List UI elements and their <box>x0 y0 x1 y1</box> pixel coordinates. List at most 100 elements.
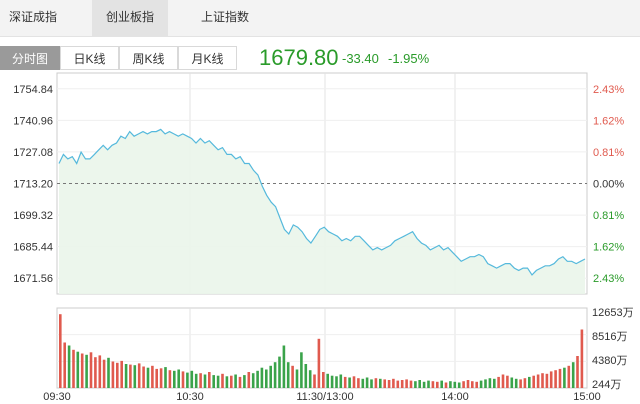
volume-bar <box>383 379 386 388</box>
volume-bar <box>300 352 303 388</box>
volume-tick-label: 244万 <box>592 379 621 391</box>
volume-bar <box>343 376 347 388</box>
volume-bar <box>523 378 527 388</box>
tab-sse-composite[interactable]: 上证指数 <box>200 10 249 24</box>
volume-bar <box>541 373 544 388</box>
volume-bar <box>405 379 408 388</box>
time-tick-label: 10:30 <box>176 391 204 403</box>
volume-bar <box>190 370 194 388</box>
volume-bar <box>571 362 575 388</box>
volume-bar <box>243 375 246 388</box>
volume-bar <box>374 378 378 388</box>
tab-chinext[interactable]: 创业板指 <box>92 0 168 36</box>
tab-szse-component[interactable]: 深证成指 <box>8 10 57 24</box>
time-axis-labels: 09:30 10:30 11:30/13:00 14:00 15:00 <box>43 391 601 403</box>
volume-bar <box>576 356 579 388</box>
volume-bar <box>313 374 316 388</box>
tab-intraday[interactable]: 分时图 <box>0 46 60 70</box>
volume-bar <box>493 378 496 388</box>
volume-bar <box>580 329 584 388</box>
volume-bar <box>361 378 365 388</box>
time-tick-label: 09:30 <box>43 391 71 403</box>
volume-bar <box>519 379 522 388</box>
price-line <box>58 128 586 276</box>
volume-bar <box>260 367 264 388</box>
volume-bar <box>304 364 308 388</box>
volume-bar <box>352 376 356 388</box>
volume-bar <box>330 375 334 388</box>
price-tick-label: 1671.56 <box>13 273 53 285</box>
volume-bar <box>186 372 189 388</box>
volume-bar <box>282 345 286 388</box>
volume-bar <box>387 380 391 388</box>
volume-bar <box>536 374 540 388</box>
volume-axis-labels: 12653万 8516万 4380万 244万 <box>592 307 634 391</box>
volume-bar <box>563 367 566 388</box>
volume-bar <box>335 376 338 388</box>
volume-bar <box>466 380 470 388</box>
volume-bar <box>199 373 202 388</box>
volume-tick-label: 8516万 <box>592 331 627 343</box>
volume-bar <box>418 380 421 388</box>
volume-bar <box>142 366 145 388</box>
volume-bar <box>440 380 443 388</box>
volume-bar <box>528 376 531 388</box>
volume-bar <box>234 374 237 388</box>
volume-bar <box>379 378 382 388</box>
time-tick-label: 14:00 <box>441 391 469 403</box>
volume-bar <box>291 365 294 388</box>
volume-bar <box>514 378 518 388</box>
volume-bar <box>80 353 84 388</box>
volume-bar <box>212 375 215 388</box>
volume-bar <box>453 381 457 388</box>
percent-tick-label: 2.43% <box>593 273 624 285</box>
percent-tick-label: 0.00% <box>593 179 624 191</box>
time-tick-label: 11:30/13:00 <box>296 391 353 403</box>
volume-bar <box>431 381 435 388</box>
volume-bar <box>278 356 281 388</box>
volume-bar <box>422 381 426 388</box>
volume-bar <box>116 362 119 388</box>
volume-bar <box>76 351 80 388</box>
volume-tick-label: 12653万 <box>592 307 634 319</box>
volume-bar <box>216 375 220 388</box>
volume-bar <box>479 380 483 388</box>
volume-bar <box>194 373 198 388</box>
tab-daily-k[interactable]: 日K线 <box>60 46 119 70</box>
volume-bar <box>326 373 329 388</box>
volume-bar <box>286 362 290 388</box>
volume-bar <box>269 365 272 388</box>
current-price: 1679.80 <box>259 45 339 70</box>
volume-bar <box>221 373 224 388</box>
volume-bar <box>94 357 97 388</box>
tab-monthly-k[interactable]: 月K线 <box>178 46 237 70</box>
volume-bar <box>208 372 211 388</box>
volume-bar <box>146 367 150 388</box>
volume-bar <box>111 361 115 388</box>
volume-bars <box>59 314 584 388</box>
volume-bar <box>238 376 242 388</box>
price-change: -33.40 <box>342 51 379 66</box>
volume-bar <box>365 377 369 388</box>
time-tick-label: 15:00 <box>573 391 601 403</box>
volume-bar <box>427 380 430 388</box>
volume-bar <box>124 364 128 388</box>
volume-bar <box>137 363 141 388</box>
volume-bar <box>225 376 229 388</box>
price-tick-label: 1713.20 <box>13 179 53 191</box>
volume-bar <box>554 370 557 388</box>
volume-bar <box>85 354 88 388</box>
tab-weekly-k[interactable]: 周K线 <box>119 46 178 70</box>
volume-bar <box>457 382 461 388</box>
volume-bar <box>506 375 509 388</box>
volume-bar <box>230 375 233 388</box>
volume-bar <box>295 369 299 388</box>
volume-bar <box>400 380 404 388</box>
price-tick-label: 1754.84 <box>13 84 53 96</box>
volume-bar <box>510 377 514 388</box>
volume-bar <box>322 372 325 388</box>
volume-bar <box>396 380 400 388</box>
percent-tick-label: 1.62% <box>593 242 624 254</box>
volume-bar <box>102 359 106 388</box>
volume-bar <box>471 381 474 388</box>
